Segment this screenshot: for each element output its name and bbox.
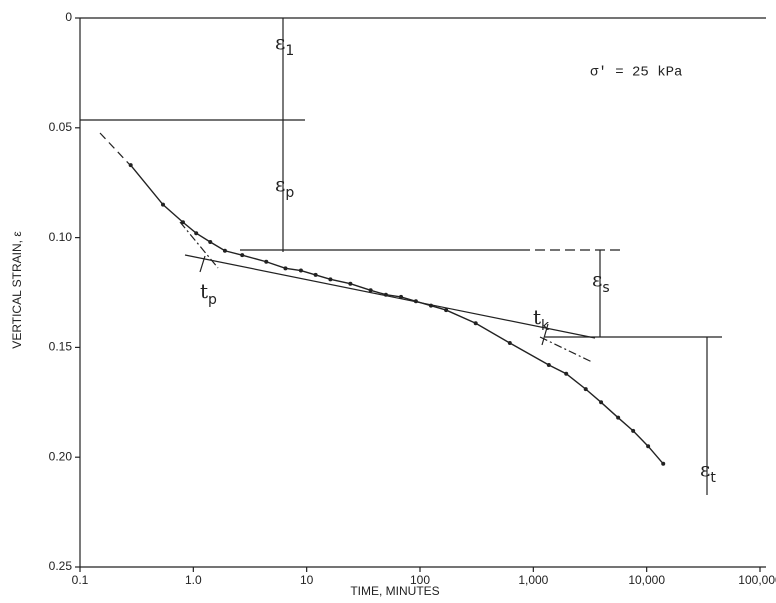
data-point xyxy=(194,231,198,235)
annotation-subscript: 1 xyxy=(285,43,294,59)
data-point xyxy=(474,321,478,325)
data-point xyxy=(414,299,418,303)
annotation-subscript: t xyxy=(710,470,716,486)
x-tick-label: 100 xyxy=(410,573,430,587)
y-axis-title: VERTICAL STRAIN, ε xyxy=(10,231,24,349)
data-point xyxy=(547,363,551,367)
y-tick-label: 0.25 xyxy=(49,559,73,573)
data-point xyxy=(661,462,665,466)
annotation: εp xyxy=(275,172,294,202)
data-point xyxy=(223,249,227,253)
data-point xyxy=(369,288,373,292)
extrapolation xyxy=(100,133,130,165)
annotation: εt xyxy=(700,457,716,487)
annotation-subscript: k xyxy=(541,318,550,334)
page: {"chart_data": {"type": "scatter", "x_la… xyxy=(0,0,776,603)
data-point xyxy=(564,372,568,376)
data-curve xyxy=(131,165,664,464)
x-tick-label: 1.0 xyxy=(185,573,202,587)
annotation: σ' = 25 kPa xyxy=(590,65,682,81)
annotation: tk xyxy=(533,305,550,335)
data-point xyxy=(283,266,287,270)
x-tick-label: 10 xyxy=(300,573,314,587)
annotation-subscript: s xyxy=(602,280,609,296)
data-point xyxy=(616,416,620,420)
data-point xyxy=(429,304,433,308)
y-tick-label: 0 xyxy=(65,10,72,24)
annotation-symbol: ε xyxy=(700,457,710,481)
data-point xyxy=(181,220,185,224)
data-point xyxy=(584,387,588,391)
data-point xyxy=(129,163,133,167)
annotation-symbol: ε xyxy=(275,30,285,54)
axes xyxy=(80,18,766,567)
tangent-line xyxy=(540,337,592,362)
data-point xyxy=(161,203,165,207)
data-point xyxy=(599,400,603,404)
y-tick-label: 0.10 xyxy=(49,230,73,244)
data-point xyxy=(384,293,388,297)
annotation-symbol: t xyxy=(200,279,208,303)
data-point xyxy=(264,260,268,264)
data-point xyxy=(240,253,244,257)
chart: TIME, MINUTES VERTICAL STRAIN, ε 00.050.… xyxy=(0,0,776,603)
y-tick-label: 0.15 xyxy=(49,340,73,354)
data-point xyxy=(314,273,318,277)
x-tick-label: 100,000 xyxy=(738,573,776,587)
annotation-subscript: p xyxy=(285,185,294,201)
y-tick-label: 0.05 xyxy=(49,120,73,134)
y-tick-label: 0.20 xyxy=(49,449,73,463)
data-point xyxy=(444,308,448,312)
data-point xyxy=(348,282,352,286)
annotation-subscript: p xyxy=(208,292,217,308)
annotation: ε1 xyxy=(275,30,294,60)
annotation-symbol: ε xyxy=(275,172,285,196)
data-point xyxy=(208,240,212,244)
data-point xyxy=(328,277,332,281)
data-point xyxy=(299,269,303,273)
annotation-symbol: ε xyxy=(592,267,602,291)
annotation: εs xyxy=(592,267,610,297)
x-tick-label: 1,000 xyxy=(518,573,548,587)
data-point xyxy=(646,444,650,448)
tangent-line xyxy=(180,222,218,268)
data-point xyxy=(399,295,403,299)
data-point xyxy=(508,341,512,345)
annotation-symbol: t xyxy=(533,305,541,329)
x-tick-label: 10,000 xyxy=(628,573,665,587)
x-tick-label: 0.1 xyxy=(72,573,89,587)
data-point xyxy=(631,429,635,433)
annotation: tp xyxy=(200,279,217,309)
